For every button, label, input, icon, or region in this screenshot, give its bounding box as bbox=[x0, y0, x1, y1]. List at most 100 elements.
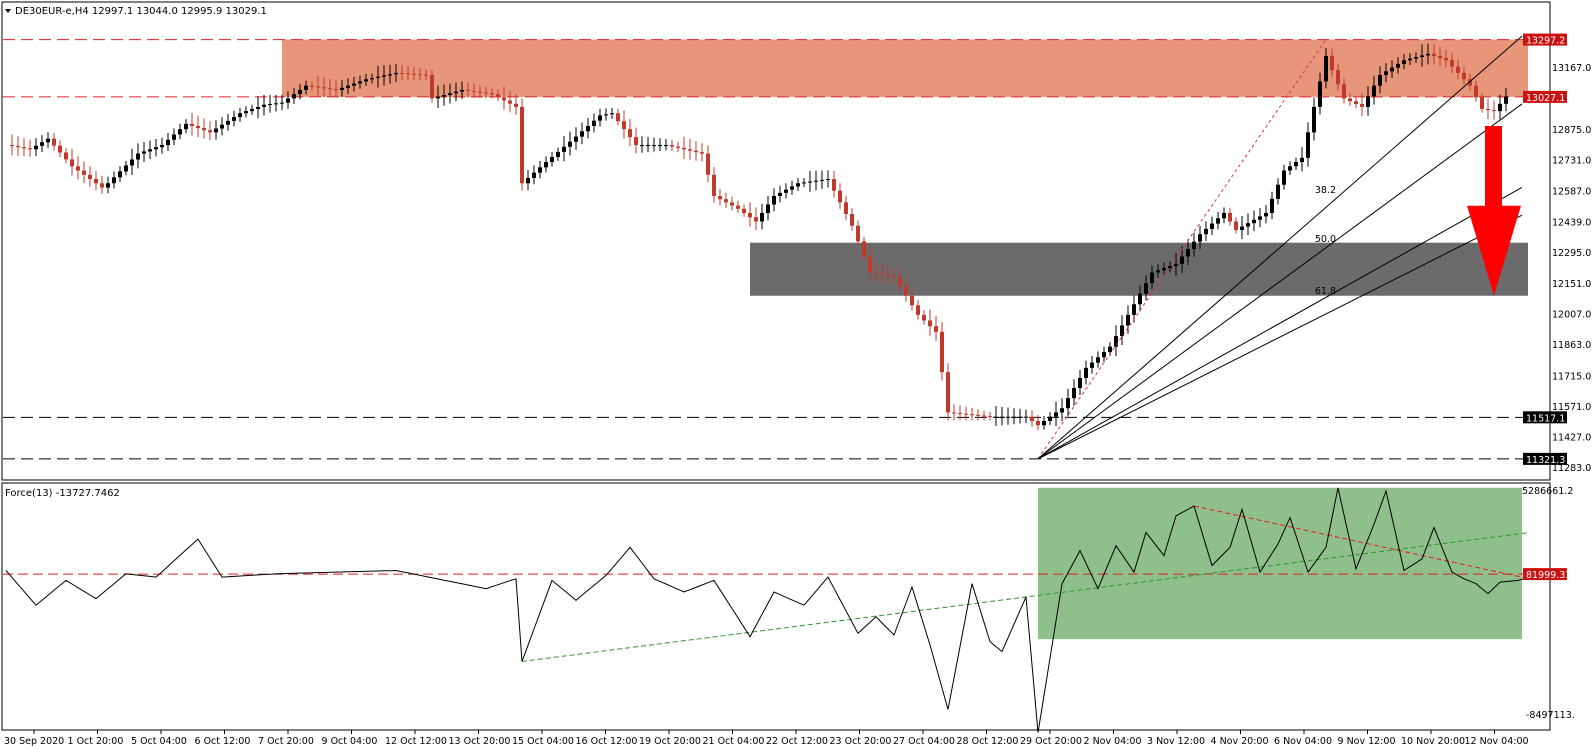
x-tick-label: 28 Oct 12:00 bbox=[957, 736, 1019, 747]
candle-body bbox=[232, 117, 236, 121]
candle-body bbox=[262, 104, 266, 107]
candle-body bbox=[1042, 420, 1046, 426]
candle-body bbox=[1456, 66, 1460, 73]
candle-body bbox=[1246, 223, 1250, 227]
candle-body bbox=[328, 88, 332, 90]
candle-body bbox=[1306, 132, 1310, 158]
force-green-zone bbox=[1038, 487, 1522, 640]
candle-body bbox=[514, 103, 518, 107]
candle-body bbox=[544, 162, 548, 168]
x-tick-label: 2 Nov 04:00 bbox=[1084, 736, 1142, 747]
candle-body bbox=[106, 183, 110, 188]
candle-body bbox=[562, 146, 566, 152]
candle-body bbox=[844, 202, 848, 215]
candle-body bbox=[826, 179, 830, 181]
candle-body bbox=[1234, 221, 1238, 230]
candle-body bbox=[382, 75, 386, 77]
candle-body bbox=[958, 413, 962, 415]
candle-body bbox=[340, 87, 344, 90]
candle-body bbox=[1054, 412, 1058, 417]
candle-body bbox=[502, 97, 506, 101]
dropdown-triangle-icon[interactable] bbox=[5, 9, 11, 13]
force-indicator-title: Force(13) -13727.7462 bbox=[5, 488, 120, 499]
candle-body bbox=[466, 89, 470, 91]
candle-body bbox=[1420, 55, 1424, 58]
candle-body bbox=[358, 81, 362, 84]
force-y-max-label: 5286661.2 bbox=[1522, 486, 1573, 497]
candle-body bbox=[646, 145, 650, 147]
candle-body bbox=[442, 94, 446, 97]
candle-body bbox=[652, 145, 656, 147]
candle-body bbox=[430, 75, 434, 99]
candle-body bbox=[580, 131, 584, 137]
candle-body bbox=[1348, 98, 1352, 102]
candle-body bbox=[46, 138, 50, 143]
candle-body bbox=[172, 134, 176, 140]
candle-body bbox=[1324, 55, 1328, 82]
force-panel-frame bbox=[1, 482, 1551, 731]
candle-body bbox=[490, 93, 494, 95]
y-tick-label: 12731.0 bbox=[1552, 156, 1591, 167]
candle-body bbox=[1384, 71, 1388, 76]
candle-body bbox=[280, 102, 284, 104]
candle-body bbox=[706, 153, 710, 175]
candle-body bbox=[808, 181, 812, 183]
y-tick-label: 11863.0 bbox=[1552, 340, 1591, 351]
candle-body bbox=[1168, 266, 1172, 269]
candle-body bbox=[16, 146, 20, 148]
candle-body bbox=[112, 177, 116, 184]
candle-body bbox=[610, 113, 614, 115]
candle-body bbox=[1366, 96, 1370, 107]
candle-body bbox=[838, 190, 842, 203]
fibonacci-fan-line bbox=[1037, 103, 1523, 460]
candle-body bbox=[670, 145, 674, 147]
candle-body bbox=[550, 156, 554, 163]
candle-body bbox=[676, 146, 680, 148]
candle-body bbox=[10, 145, 14, 147]
candle-body bbox=[748, 212, 752, 218]
candle-body bbox=[772, 196, 776, 205]
candle-body bbox=[76, 166, 80, 171]
candle-body bbox=[418, 74, 422, 76]
support-zone bbox=[750, 242, 1528, 296]
candle-body bbox=[598, 115, 602, 121]
price-panel: 38.2 50.0 61.8 bbox=[3, 35, 1528, 460]
x-tick-label: 12 Oct 12:00 bbox=[385, 736, 447, 747]
y-tick-label: 12875.0 bbox=[1552, 125, 1591, 136]
candle-body bbox=[814, 180, 818, 182]
candle-body bbox=[34, 145, 38, 150]
candle-body bbox=[1294, 162, 1298, 167]
candle-body bbox=[874, 272, 878, 274]
x-tick-label: 30 Sep 2020 bbox=[4, 736, 64, 747]
x-tick-label: 16 Oct 12:00 bbox=[576, 736, 638, 747]
candle-body bbox=[1108, 346, 1112, 352]
candle-body bbox=[1072, 388, 1076, 399]
candle-body bbox=[286, 98, 290, 103]
price-chart-title: DE30EUR-e,H4 12997.1 13044.0 12995.9 130… bbox=[15, 6, 267, 17]
candle-body bbox=[460, 89, 464, 92]
candle-body bbox=[1258, 216, 1262, 220]
y-tick-label: 11571.0 bbox=[1552, 402, 1591, 413]
candle-body bbox=[1162, 268, 1166, 271]
candle-body bbox=[1498, 103, 1502, 112]
candle-body bbox=[148, 149, 152, 152]
candle-body bbox=[1066, 398, 1070, 409]
candle-body bbox=[310, 85, 314, 87]
candle-body bbox=[976, 414, 980, 416]
candle-body bbox=[1180, 256, 1184, 264]
candle-body bbox=[886, 274, 890, 276]
fibonacci-fan-line bbox=[1037, 186, 1523, 460]
candle-body bbox=[898, 276, 902, 287]
candle-body bbox=[1378, 75, 1382, 86]
candle-body bbox=[1474, 85, 1478, 98]
candle-body bbox=[178, 129, 182, 135]
y-tick-label: 11715.0 bbox=[1552, 371, 1591, 382]
candle-body bbox=[1438, 55, 1442, 59]
candle-body bbox=[244, 111, 248, 114]
candle-body bbox=[700, 152, 704, 154]
candle-body bbox=[166, 139, 170, 146]
candle-body bbox=[628, 129, 632, 138]
candle-body bbox=[1336, 70, 1340, 85]
candle-body bbox=[778, 192, 782, 197]
